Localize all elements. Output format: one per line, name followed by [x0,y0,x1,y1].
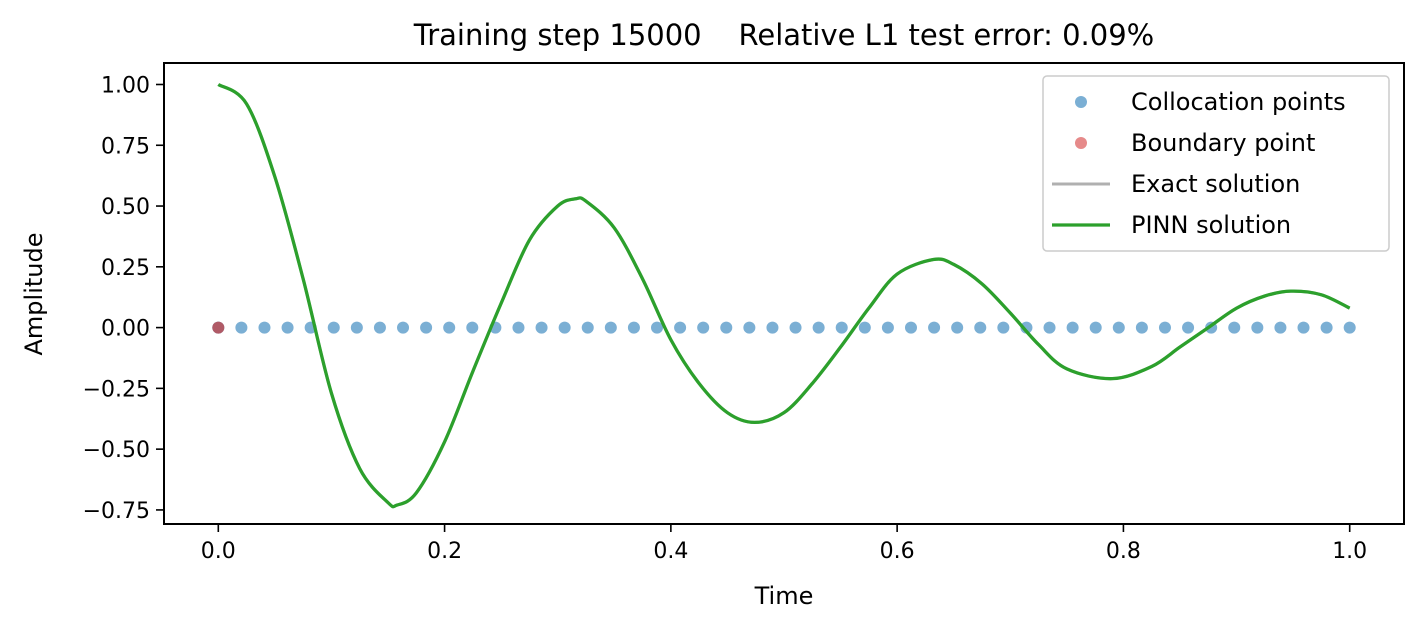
chart-title: Training step 15000 Relative L1 test err… [413,18,1154,52]
y-tick-label: −0.75 [83,499,150,524]
collocation-point [581,321,594,334]
x-tick-label: 0.4 [653,539,688,564]
collocation-point [258,321,271,334]
legend-collocation-label: Collocation points [1131,88,1346,116]
boundary-point [212,321,225,334]
collocation-point [1297,321,1310,334]
legend-pinn-label: PINN solution [1131,211,1291,239]
y-tick-label: −0.50 [83,438,150,463]
legend-boundary-label: Boundary point [1131,129,1315,157]
x-tick-label: 0.0 [201,539,236,564]
collocation-point [373,321,386,334]
legend: Collocation points Boundary point Exact … [1042,75,1390,252]
x-tick-label: 0.8 [1106,539,1141,564]
collocation-point [974,321,987,334]
legend-box [1042,75,1390,252]
x-axis-ticks: 0.0 0.2 0.4 0.6 0.8 1.0 [201,524,1367,564]
collocation-point [1320,321,1333,334]
collocation-points [212,321,1356,334]
y-tick-label: 0.25 [101,256,150,281]
collocation-point [697,321,710,334]
y-tick-label: −0.25 [83,377,150,402]
x-tick-label: 1.0 [1332,539,1367,564]
collocation-point [466,321,479,334]
collocation-point [951,321,964,334]
collocation-point [1089,321,1102,334]
collocation-point [350,321,363,334]
collocation-point [420,321,433,334]
collocation-point [1066,321,1079,334]
collocation-point [327,321,340,334]
y-axis-ticks: 1.00 0.75 0.50 0.25 0.00 −0.25 −0.50 −0.75 [83,73,164,524]
collocation-point [766,321,779,334]
boundary-points [212,321,225,334]
collocation-point [235,321,248,334]
collocation-point [558,321,571,334]
collocation-point [858,321,871,334]
collocation-point [928,321,941,334]
collocation-point [789,321,802,334]
collocation-point [397,321,410,334]
collocation-point [512,321,525,334]
collocation-point [720,321,733,334]
legend-boundary-marker [1075,137,1087,149]
collocation-point [1274,321,1287,334]
y-tick-label: 0.75 [101,134,150,159]
collocation-point [281,321,294,334]
collocation-point [443,321,456,334]
collocation-point [1343,321,1356,334]
collocation-point [674,321,687,334]
pinn-solution-line [217,83,1351,509]
y-tick-label: 0.00 [101,317,150,342]
collocation-point [1158,321,1171,334]
collocation-point [1043,321,1056,334]
collocation-point [881,321,894,334]
collocation-point [997,321,1010,334]
collocation-point [535,321,548,334]
collocation-point [835,321,848,334]
y-tick-label: 0.50 [101,195,150,220]
collocation-point [1020,321,1033,334]
x-tick-label: 0.2 [427,539,462,564]
collocation-point [743,321,756,334]
x-tick-label: 0.6 [880,539,915,564]
x-axis-label: Time [754,582,814,610]
collocation-point [812,321,825,334]
collocation-point [1228,321,1241,334]
collocation-point [1112,321,1125,334]
legend-exact-label: Exact solution [1131,170,1300,198]
collocation-point [904,321,917,334]
plot-frame [163,62,1405,525]
collocation-point [1135,321,1148,334]
y-tick-label: 1.00 [101,73,150,98]
legend-collocation-marker [1075,96,1087,108]
collocation-point [1251,321,1264,334]
collocation-point [627,321,640,334]
y-axis-label: Amplitude [20,233,48,356]
collocation-point [651,321,664,334]
collocation-point [1182,321,1195,334]
collocation-point [604,321,617,334]
